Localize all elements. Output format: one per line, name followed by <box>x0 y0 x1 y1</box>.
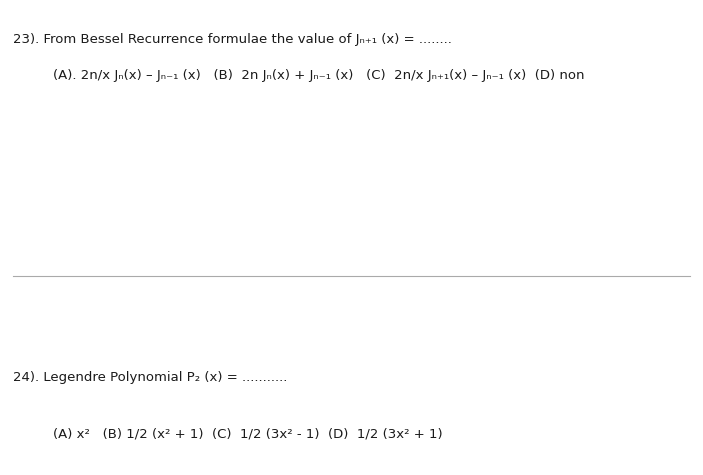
Text: 23). From Bessel Recurrence formulae the value of Jₙ₊₁ (x) = ........: 23). From Bessel Recurrence formulae the… <box>13 33 451 46</box>
Text: (A). 2n/x Jₙ(x) – Jₙ₋₁ (x)   (B)  2n Jₙ(x) + Jₙ₋₁ (x)   (C)  2n/x Jₙ₊₁(x) – Jₙ₋₁: (A). 2n/x Jₙ(x) – Jₙ₋₁ (x) (B) 2n Jₙ(x) … <box>53 69 584 82</box>
Text: 24). Legendre Polynomial P₂ (x) = ...........: 24). Legendre Polynomial P₂ (x) = ......… <box>13 370 287 383</box>
Text: (A) x²   (B) 1/2 (x² + 1)  (C)  1/2 (3x² - 1)  (D)  1/2 (3x² + 1): (A) x² (B) 1/2 (x² + 1) (C) 1/2 (3x² - 1… <box>53 428 442 440</box>
